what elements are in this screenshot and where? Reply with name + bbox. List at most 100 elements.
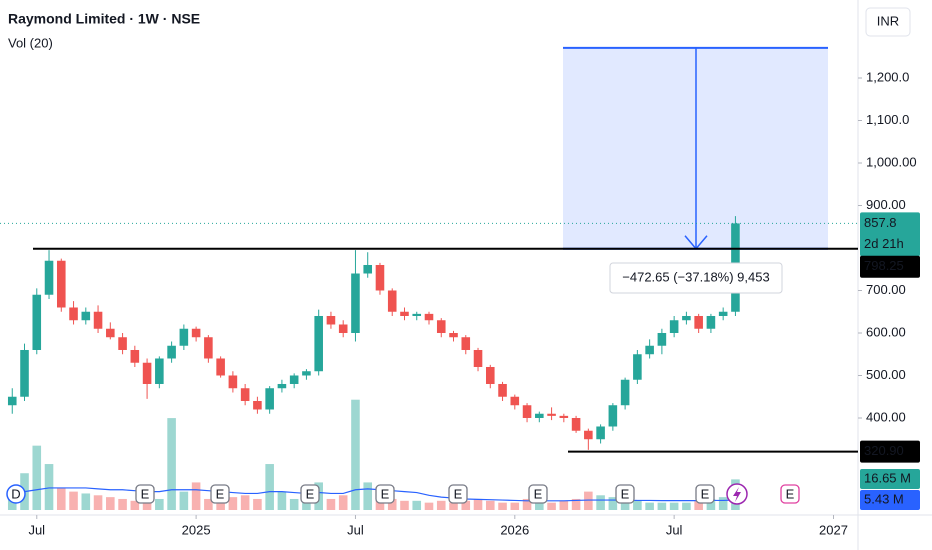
x-tick-label: 2027 [819,522,848,537]
volume-bar [387,498,397,510]
volume-bar [547,502,556,510]
candle-body [93,311,103,329]
candle-body [130,349,140,363]
y-tick-label: 400.00 [866,409,906,424]
volume-bar [620,498,630,510]
candle-body [669,320,679,333]
candle-body [326,315,336,325]
candle-body [253,400,262,410]
event-label: E [141,486,150,501]
volume-bar [253,498,262,510]
event-label: E [306,486,315,501]
volume-bar [424,502,434,510]
volume-last-label-box [860,469,920,489]
volume-bar [106,497,115,510]
candle-body [167,345,176,359]
candle-body [338,324,348,333]
volume-indicator-title: Vol (20) [8,35,53,50]
candle-body [56,260,66,308]
candle-body [265,388,274,410]
candle-body [559,415,569,418]
candle-body [596,426,605,440]
level-798-label-box [860,255,920,278]
candle-body [155,358,164,384]
volume-bar [498,502,507,510]
volume-bar [522,498,532,510]
volume-bar [351,399,360,510]
candle-body [314,315,323,372]
volume-bar [338,495,348,510]
x-tick-label: Jul [666,522,683,537]
measure-label: −472.65 (−37.18%) 9,453 [622,269,769,284]
volume-bar [228,497,238,510]
volume-bar [461,500,471,510]
volume-bar [706,498,716,510]
event-earnings [135,484,155,504]
event-label: E [621,486,630,501]
measure-label-box [609,262,783,294]
event-label: E [786,486,795,501]
candle-body [510,396,520,406]
event-label: E [701,486,710,501]
candle-body [584,430,593,440]
candle-body [375,264,385,291]
candle-body [351,273,360,333]
candle-body [191,328,201,338]
currency-box[interactable] [865,7,911,37]
candle-body [106,328,115,338]
event-label: E [381,486,390,501]
candle-body [289,375,299,384]
event-earnings [528,484,548,504]
candle-body [706,315,716,329]
volume-bar [289,498,299,510]
candle-body [81,311,91,321]
event-label: E [454,486,463,501]
volume-bar [633,500,642,510]
candle-body [522,405,532,418]
x-tick-label: Jul [347,522,364,537]
countdown-label: 2d 21h [864,236,904,251]
volume-bar [535,500,544,510]
event-earnings [375,484,395,504]
event-earnings [780,484,800,504]
volume-bar [44,464,54,510]
candle-body [69,307,78,321]
candle-body [363,264,373,274]
level-320-label-box [860,440,920,463]
level-320-label: 320.90 [864,443,904,458]
volume-bar [363,482,373,510]
volume-bar [56,487,66,510]
level-798-label: 798.25 [864,258,904,273]
volume-bar [32,445,42,510]
candle-body [633,354,642,380]
volume-ma-label-box [860,490,920,510]
candle-body [412,313,422,316]
x-tick-label: 2026 [500,522,529,537]
volume-bar [179,491,189,510]
candle-body [485,366,495,384]
x-tick-label: 2025 [182,522,211,537]
event-dividend [6,484,26,504]
candle-body [228,375,238,389]
volume-bar [608,497,618,510]
currency[interactable]: INR [877,13,899,28]
chart-title: Raymond Limited · 1W · NSE [8,11,200,27]
candle-body [424,313,434,321]
volume-bar [571,498,581,510]
candle-body [436,320,446,333]
event-label: E [216,486,225,501]
volume-bar [93,495,103,510]
y-tick-label: 1,100.0 [866,112,909,127]
event-label: D [11,486,20,501]
candle-body [204,337,213,359]
volume-bar [69,491,78,510]
event-earnings [448,484,468,504]
volume-ma-line [12,487,736,502]
candle-body [645,345,654,355]
candle-body [682,315,691,321]
y-tick-label: 1,000.00 [866,154,917,169]
volume-bar [559,500,569,510]
volume-bar [584,491,593,510]
candle-body [535,413,544,418]
